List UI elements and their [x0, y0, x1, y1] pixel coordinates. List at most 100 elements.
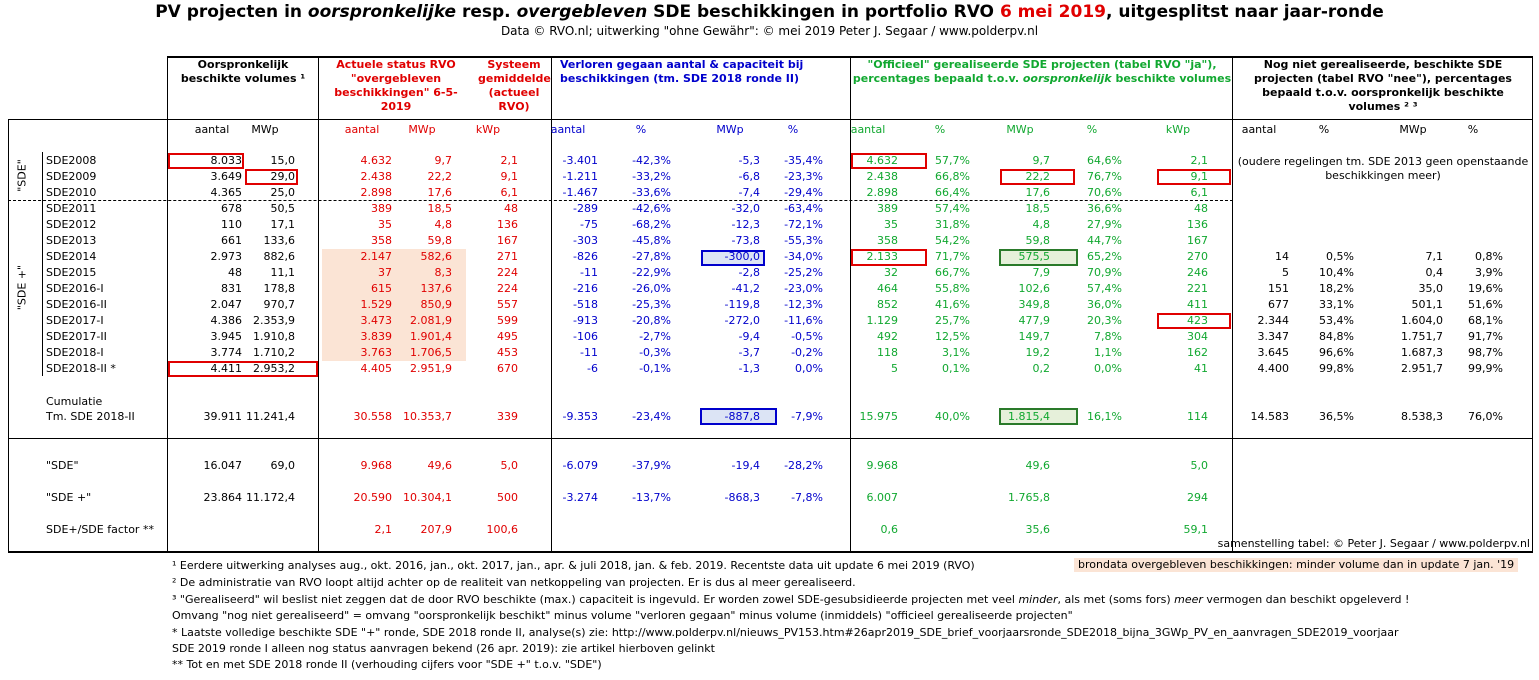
cumul-cell: 30.558: [353, 410, 393, 423]
table-cell: 118: [877, 346, 898, 359]
summary-cell: 49,6: [427, 459, 453, 472]
column-header: %: [635, 123, 647, 136]
changed-value-highlight: [322, 249, 466, 265]
table-cell: -26,0%: [632, 282, 671, 295]
summary-border: [8, 438, 1533, 439]
table-right-border: [1532, 56, 1533, 552]
table-cell: 11,1: [270, 266, 296, 279]
table-cell: 31,8%: [935, 218, 970, 231]
footnote-3: ³ "Gerealiseerd" wil beslist niet zeggen…: [172, 593, 1410, 606]
summary-cell: 9.968: [360, 459, 393, 472]
cumul-cell: 1.815,4: [1008, 410, 1050, 423]
table-cell: 44,7%: [1087, 234, 1122, 247]
summary-label: "SDE": [46, 459, 79, 472]
table-cell: 2.438: [360, 170, 393, 183]
summary-cell: 0,6: [880, 523, 899, 536]
header-officieel: "Officieel" gerealiseerde SDE projecten …: [852, 58, 1232, 85]
table-cell: 70,9%: [1087, 266, 1122, 279]
cumul-cell: -23,4%: [632, 410, 671, 423]
table-cell: -34,0%: [784, 250, 823, 263]
table-cell: -216: [573, 282, 598, 295]
table-cell: 2,1: [1190, 154, 1209, 167]
table-cell: 151: [1268, 282, 1289, 295]
cumul-cell: 40,0%: [935, 410, 970, 423]
table-cell: 3.839: [360, 330, 393, 343]
table-cell: -3.401: [562, 154, 598, 167]
table-cell: 19,2: [1025, 346, 1051, 359]
row-label: SDE2017-I: [46, 314, 104, 327]
table-cell: 2.344: [1257, 314, 1290, 327]
changed-value-highlight: [322, 297, 466, 313]
table-cell: 48: [228, 266, 242, 279]
table-cell: 17,6: [427, 186, 453, 199]
row-label: SDE2011: [46, 202, 97, 215]
table-cell: 51,6%: [1468, 298, 1503, 311]
table-cell: 35,0: [1418, 282, 1444, 295]
row-label: SDE2016-II: [46, 298, 107, 311]
summary-cell: 6.007: [866, 491, 899, 504]
group-label-sdeplus: "SDE +": [15, 264, 29, 311]
table-cell: 0,2: [1032, 362, 1051, 375]
table-cell: -11: [580, 346, 598, 359]
table-cell: 2,1: [500, 154, 519, 167]
table-cell: 133,6: [263, 234, 296, 247]
table-cell: 224: [497, 266, 518, 279]
table-cell: 0,5%: [1326, 250, 1354, 263]
cumul-cell: 10.353,7: [403, 410, 452, 423]
table-cell: 18,2%: [1319, 282, 1354, 295]
table-cell: 4.411: [210, 362, 243, 375]
changed-value-highlight: [322, 281, 466, 297]
highlight-box: [245, 169, 298, 185]
cumul-cell: 11.241,4: [246, 410, 295, 423]
table-cell: 3.645: [1257, 346, 1290, 359]
table-cell: 9,1: [500, 170, 519, 183]
table-cell: -2,8: [738, 266, 760, 279]
table-cell: 7,1: [1425, 250, 1444, 263]
table-cell: -55,3%: [784, 234, 823, 247]
table-cell: 64,6%: [1087, 154, 1122, 167]
table-cell: 7,8%: [1094, 330, 1122, 343]
summary-label: "SDE +": [46, 491, 92, 504]
highlight-box: [1157, 313, 1231, 329]
column-header: %: [1318, 123, 1330, 136]
header-actueel: Actuele status RVO "overgebleven beschik…: [334, 58, 458, 113]
table-cell: 7,9: [1032, 266, 1051, 279]
table-cell: 464: [877, 282, 898, 295]
column-header: %: [934, 123, 946, 136]
table-cell: 41,6%: [935, 298, 970, 311]
cumul-cell: 14.583: [1250, 410, 1290, 423]
row-label: SDE2018-II *: [46, 362, 116, 375]
table-cell: 178,8: [263, 282, 296, 295]
summary-label: SDE+/SDE factor **: [46, 523, 154, 536]
table-cell: 35: [378, 218, 392, 231]
cumul-cell: -7,9%: [791, 410, 823, 423]
table-cell: 25,0: [270, 186, 296, 199]
table-cell: -12,3: [731, 218, 760, 231]
table-cell: 4.632: [360, 154, 393, 167]
row-label: SDE2017-II: [46, 330, 107, 343]
summary-cell: 59,1: [1183, 523, 1209, 536]
table-cell: 4.386: [210, 314, 243, 327]
table-cell: -0,2%: [791, 346, 823, 359]
summary-cell: -3.274: [562, 491, 598, 504]
table-cell: 17,6: [1025, 186, 1051, 199]
row-label: SDE2009: [46, 170, 97, 183]
table-cell: -68,2%: [632, 218, 671, 231]
table-cell: 14: [1275, 250, 1289, 263]
summary-cell: 1.765,8: [1008, 491, 1050, 504]
table-cell: 4,8: [434, 218, 453, 231]
cumul-cell: 76,0%: [1468, 410, 1503, 423]
table-cell: 22,2: [427, 170, 453, 183]
table-cell: -1.467: [562, 186, 598, 199]
table-cell: -72,1%: [784, 218, 823, 231]
table-cell: 57,4%: [1087, 282, 1122, 295]
table-cell: -1.211: [562, 170, 598, 183]
cumul-cell: 15.975: [859, 410, 899, 423]
table-cell: -23,3%: [784, 170, 823, 183]
footnote-6: SDE 2019 ronde I alleen nog status aanvr…: [172, 642, 715, 655]
summary-cell: 5,0: [500, 459, 519, 472]
column-header: aantal: [194, 123, 230, 136]
table-cell: 221: [1187, 282, 1208, 295]
cumul-label: Cumulatie: [46, 395, 103, 408]
cumul-cell: 8.538,3: [1401, 410, 1443, 423]
